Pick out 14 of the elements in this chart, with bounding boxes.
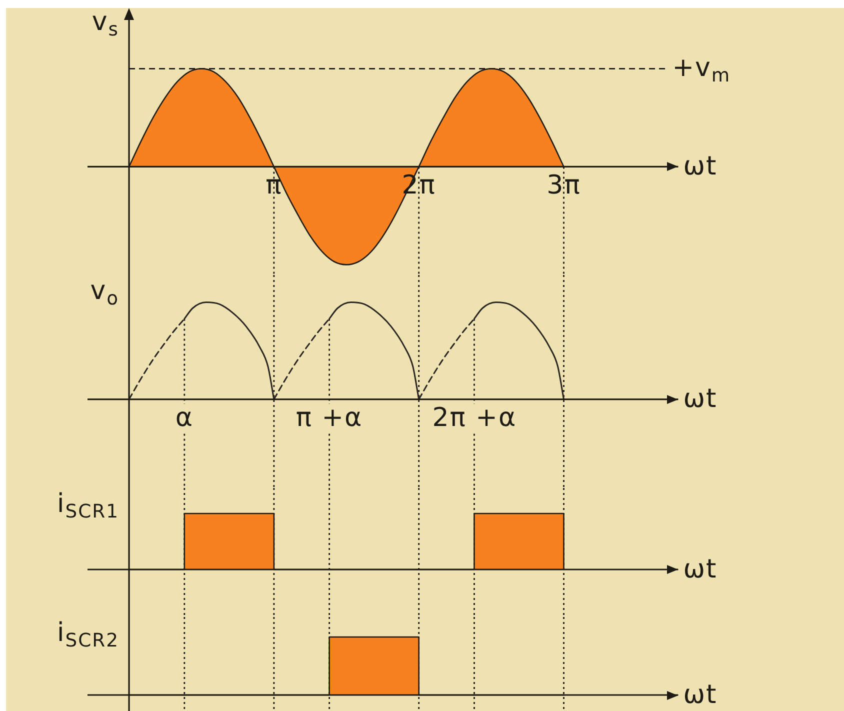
y-axis-title: v$_{s}$ <box>92 7 120 41</box>
x-tick-label: π <box>266 170 282 200</box>
ref-line-label: π +α <box>294 403 365 434</box>
x-tick-label: 3π <box>546 170 581 200</box>
y-axis-title: i$_{SCR1}$ <box>56 489 120 523</box>
x-axis-title: ωt <box>683 554 718 584</box>
y-axis-title: v$_{o}$ <box>90 276 120 310</box>
ref-line-label: +v$_{m}$ <box>672 52 731 86</box>
y-axis-title: i$_{SCR2}$ <box>56 618 120 652</box>
x-axis-title: ωt <box>683 680 718 710</box>
ref-line-label: 2π +α <box>430 403 519 434</box>
x-axis-title: ωt <box>683 384 718 414</box>
ref-line-label: α <box>173 403 196 434</box>
x-axis-title: ωt <box>683 151 718 182</box>
